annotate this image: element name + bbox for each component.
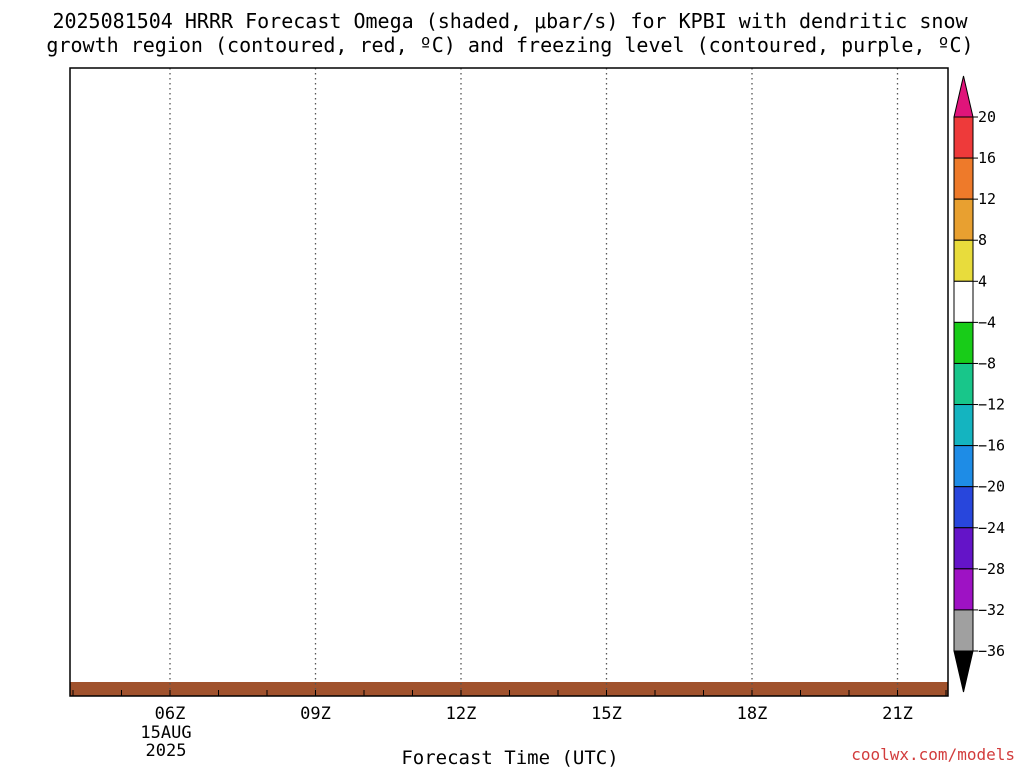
colorbar-label: −8	[978, 354, 996, 372]
colorbar-segment	[953, 527, 974, 570]
colorbar-bottom-arrow	[953, 650, 974, 693]
colorbar-segment	[953, 609, 974, 652]
ground-strip	[70, 682, 948, 696]
colorbar-label: −32	[978, 601, 1005, 619]
colorbar-label: 20	[978, 108, 996, 126]
date-label-year: 2025	[146, 741, 187, 761]
colorbar-segment	[953, 486, 974, 529]
colorbar-label: 16	[978, 149, 996, 167]
x-tick-label: 09Z	[300, 704, 331, 724]
x-tick-label: 21Z	[882, 704, 913, 724]
plot-area: 2503003504004505005506006507007508008509…	[69, 67, 949, 724]
colorbar-segment	[953, 157, 974, 200]
colorbar-label: 4	[978, 272, 987, 290]
chart-title-line1: 2025081504 HRRR Forecast Omega (shaded, …	[52, 9, 968, 33]
credit-text: coolwx.com/models	[851, 745, 1015, 764]
colorbar-segment	[953, 116, 974, 159]
colorbar-label: −36	[978, 642, 1005, 660]
x-tick-label: 18Z	[737, 704, 768, 724]
colorbar-segment	[953, 198, 974, 241]
colorbar-label: 8	[978, 231, 987, 249]
colorbar-segment	[953, 321, 974, 364]
colorbar-label: −16	[978, 437, 1005, 455]
date-label-day: 15AUG	[140, 723, 191, 743]
x-axis-label: Forecast Time (UTC)	[401, 747, 618, 768]
colorbar-segment	[953, 568, 974, 611]
x-tick-label: 06Z	[155, 704, 186, 724]
colorbar-label: −28	[978, 560, 1005, 578]
chart-title-line2: growth region (contoured, red, ºC) and f…	[46, 33, 973, 57]
colorbar-label: −4	[978, 313, 996, 331]
colorbar-label: −12	[978, 396, 1005, 414]
colorbar: 20 16 12 8 4 −4 −8 −12 −16 −20 −24 −28 −32 −36	[953, 75, 1005, 693]
colorbar-segment	[953, 404, 974, 447]
x-tick-label: 12Z	[446, 704, 477, 724]
plot-frame	[69, 67, 949, 697]
x-tick-label: 15Z	[591, 704, 622, 724]
colorbar-label: 12	[978, 190, 996, 208]
colorbar-label: −24	[978, 519, 1005, 537]
colorbar-top-arrow	[953, 75, 974, 118]
colorbar-segment	[953, 239, 974, 282]
colorbar-segment	[953, 445, 974, 488]
colorbar-segment	[953, 362, 974, 406]
colorbar-segment	[953, 280, 974, 323]
colorbar-label: −20	[978, 478, 1005, 496]
